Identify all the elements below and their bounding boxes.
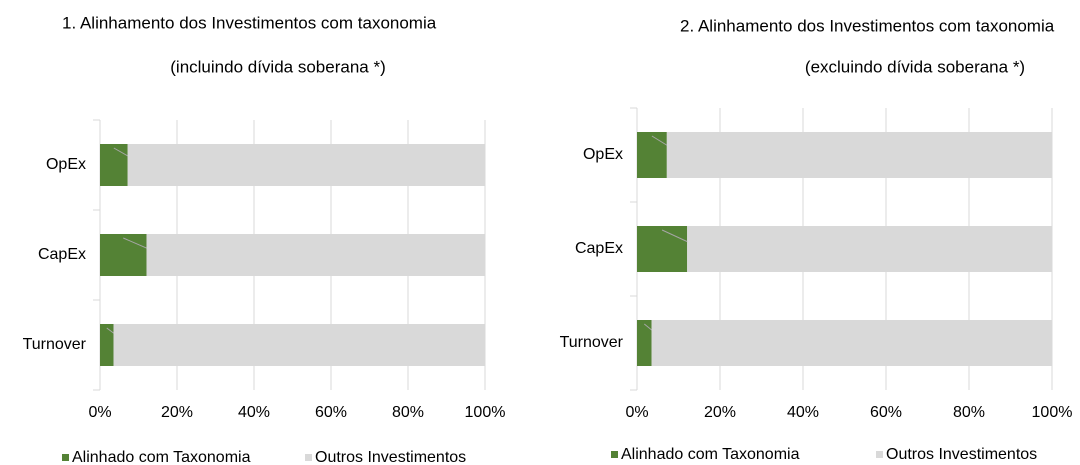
y-tick-label: OpEx [583, 146, 623, 163]
legend-marker [876, 451, 883, 458]
legend-marker [62, 454, 69, 461]
bar-segment [100, 324, 114, 366]
y-tick-label: CapEx [575, 240, 623, 257]
legend-marker [611, 451, 618, 458]
legend-label: Outros Investimentos [315, 449, 466, 465]
bar-segment [100, 234, 147, 276]
bar-segment [637, 320, 652, 366]
bar-segment [666, 132, 1052, 178]
chart-subtitle: (excluindo dívida soberana *) [805, 57, 1025, 76]
y-tick-label: OpEx [46, 156, 86, 173]
x-tick-label: 20% [161, 404, 193, 421]
chart-title: 2. Alinhamento dos Investimentos com tax… [680, 16, 1055, 35]
legend-label: Outros Investimentos [886, 446, 1037, 463]
x-tick-label: 40% [787, 404, 819, 421]
x-tick-label: 20% [704, 404, 736, 421]
y-tick-label: Turnover [560, 334, 624, 351]
chart-subtitle: (incluindo dívida soberana *) [170, 57, 385, 76]
legend-marker [305, 454, 312, 461]
x-tick-label: 100% [1032, 404, 1073, 421]
x-tick-label: 60% [870, 404, 902, 421]
x-tick-label: 0% [88, 404, 111, 421]
bar-segment [651, 320, 1052, 366]
chart-title: 1. Alinhamento dos Investimentos com tax… [62, 13, 437, 32]
legend-label: Alinhado com Taxonomia [72, 449, 251, 465]
bar-segment [146, 234, 485, 276]
x-tick-label: 0% [625, 404, 648, 421]
bar-segment [127, 144, 485, 186]
bar-segment [113, 324, 485, 366]
x-tick-label: 60% [315, 404, 347, 421]
y-tick-label: CapEx [38, 246, 86, 263]
bar-segment [637, 226, 688, 272]
x-tick-label: 80% [953, 404, 985, 421]
legend-label: Alinhado com Taxonomia [621, 446, 800, 463]
bar-segment [637, 132, 667, 178]
y-tick-label: Turnover [23, 336, 87, 353]
x-tick-label: 100% [465, 404, 506, 421]
bar-segment [100, 144, 128, 186]
bar-segment [687, 226, 1052, 272]
x-tick-label: 80% [392, 404, 424, 421]
x-tick-label: 40% [238, 404, 270, 421]
